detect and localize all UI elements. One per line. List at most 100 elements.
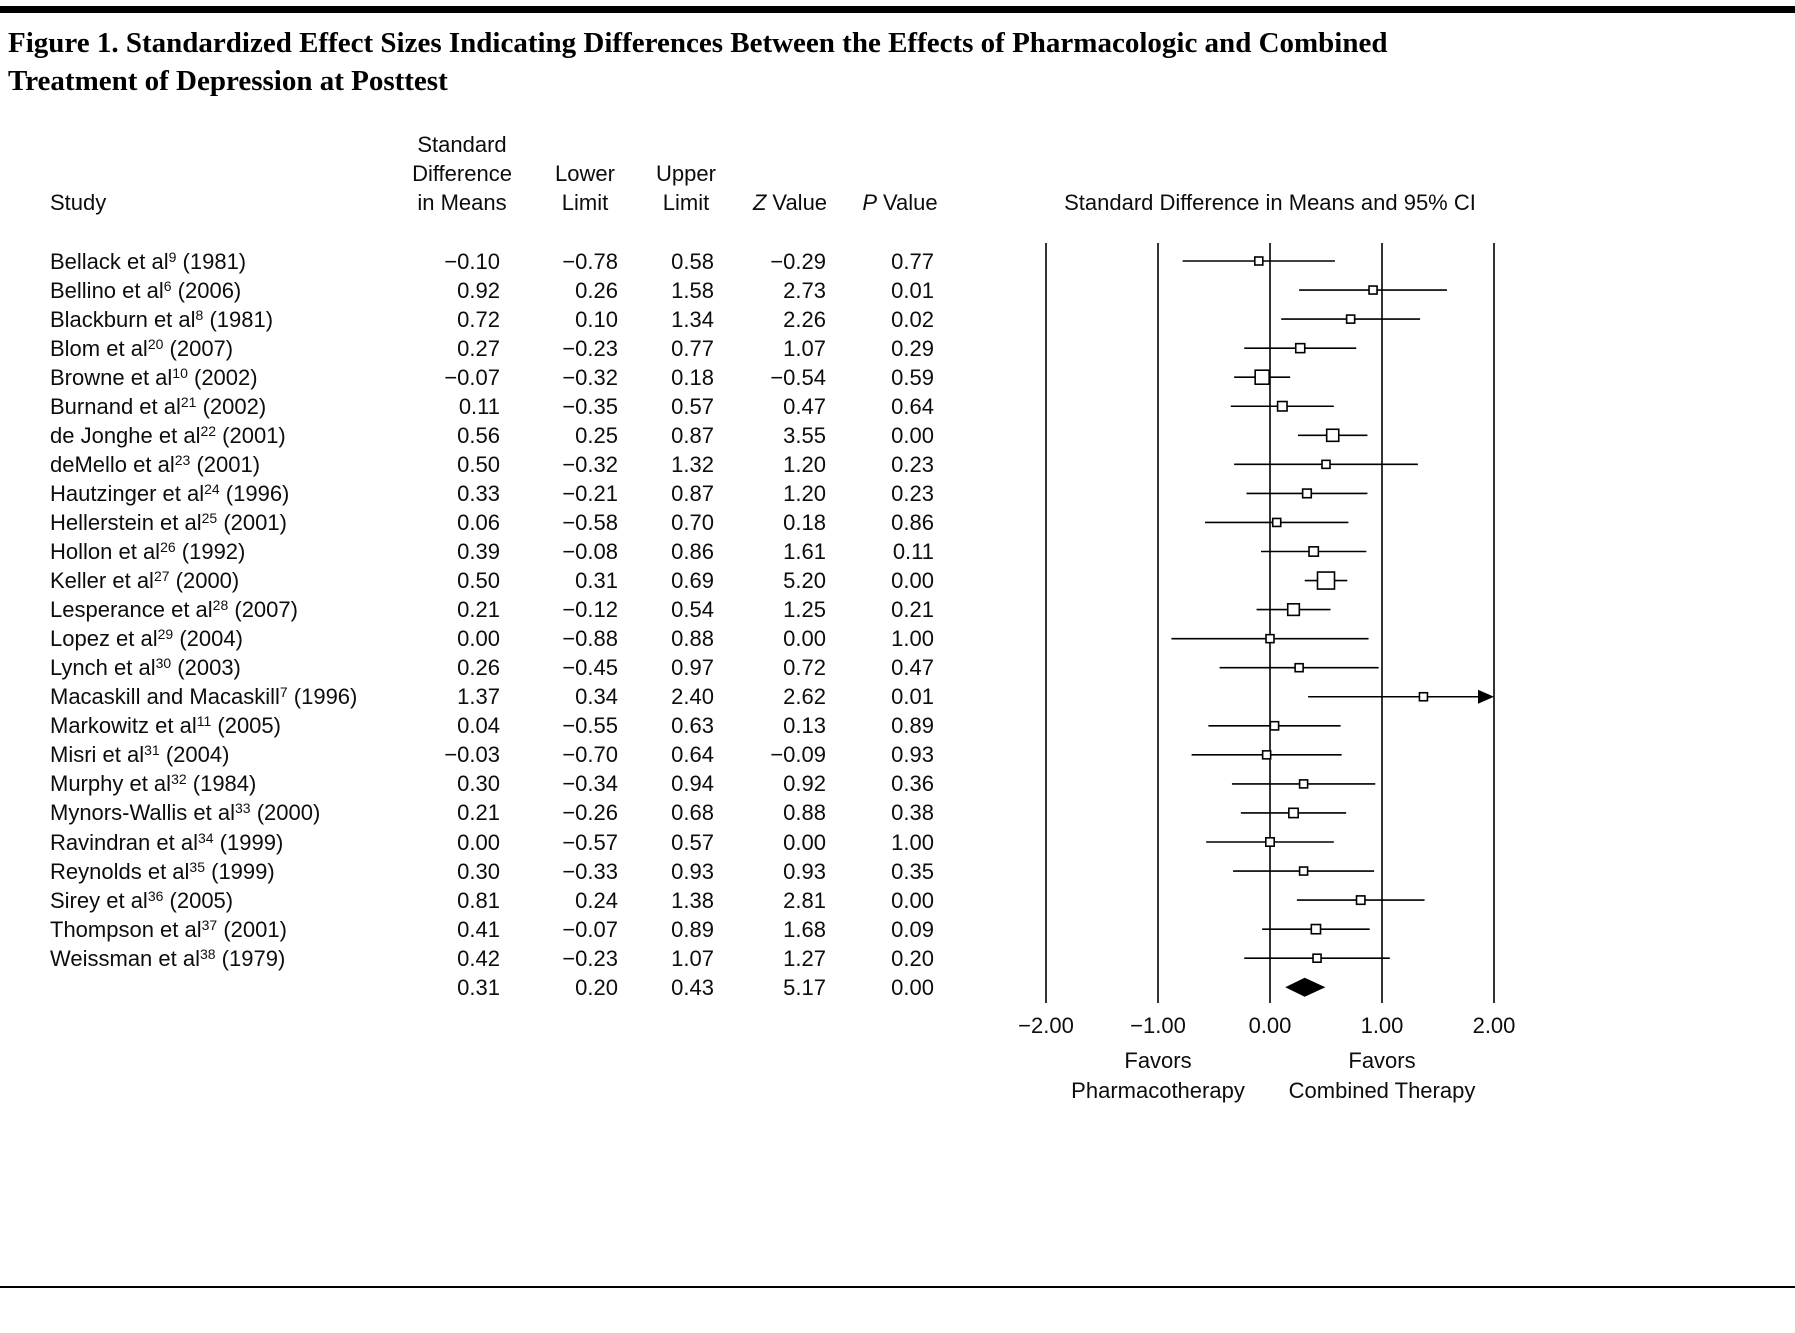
effect-square xyxy=(1321,459,1331,470)
std-diff-value: 0.27 xyxy=(457,335,500,361)
p-value: 0.09 xyxy=(891,916,934,942)
std-diff-value: 0.81 xyxy=(457,887,500,913)
table-row: Blom et al20 (2007) 0.27 −0.23 0.77 1.07 0.29 xyxy=(0,334,1795,363)
x-tick-label: 1.00 xyxy=(1361,1013,1404,1038)
p-value: 0.59 xyxy=(891,364,934,390)
x-tick-label: 2.00 xyxy=(1473,1013,1516,1038)
z-value: 0.92 xyxy=(783,771,826,797)
z-value: 1.27 xyxy=(783,945,826,971)
col-header-upper-limit: Upper Limit xyxy=(656,161,716,215)
z-value: 0.88 xyxy=(783,800,826,826)
col-header-z-value: Z Value xyxy=(730,188,850,217)
p-value: 0.01 xyxy=(891,684,934,710)
lower-limit-value: −0.35 xyxy=(562,393,618,419)
z-value: 0.47 xyxy=(783,393,826,419)
study-label: Bellack et al9 (1981) xyxy=(50,248,247,274)
study-label: Blom et al20 (2007) xyxy=(50,335,234,361)
upper-limit-value: 0.86 xyxy=(671,539,714,564)
table-row: deMello et al23 (2001) 0.50 −0.32 1.32 1.20 0… xyxy=(0,450,1795,479)
summary-z-value: 5.17 xyxy=(783,974,826,1000)
p-value: 0.02 xyxy=(891,306,934,332)
lower-limit-value: −0.34 xyxy=(562,771,618,797)
study-label: deMello et al23 (2001) xyxy=(50,451,261,477)
study-label: Mynors-Wallis et al33 (2000) xyxy=(50,800,321,826)
std-diff-value: 0.26 xyxy=(457,655,500,681)
z-value: 2.26 xyxy=(783,306,826,332)
reference-superscript: 33 xyxy=(235,800,251,817)
z-value: 0.00 xyxy=(783,829,826,855)
p-value: 0.29 xyxy=(891,335,934,361)
effect-square xyxy=(1288,807,1299,819)
p-value: 0.86 xyxy=(891,509,934,535)
reference-superscript: 31 xyxy=(144,742,160,759)
study-label: Weissman et al38 (1979) xyxy=(50,945,286,971)
z-value: −0.29 xyxy=(770,248,826,274)
z-value: 0.00 xyxy=(783,626,826,652)
std-diff-value: 0.30 xyxy=(457,858,500,884)
std-diff-value: 0.21 xyxy=(457,597,500,623)
p-value: 0.20 xyxy=(891,945,934,971)
reference-superscript: 27 xyxy=(153,568,170,585)
std-diff-value: 0.50 xyxy=(457,451,500,477)
lower-limit-value: 0.26 xyxy=(575,277,618,303)
table-row: Bellino et al6 (2006) 0.92 0.26 1.58 2.73 0.0… xyxy=(0,276,1795,305)
upper-limit-value: 0.89 xyxy=(671,916,714,942)
col-header-lower-limit: Lower Limit xyxy=(555,161,615,215)
p-value: 0.21 xyxy=(891,597,934,623)
upper-limit-value: 0.64 xyxy=(671,742,714,768)
upper-limit-value: 1.58 xyxy=(671,277,714,303)
lower-limit-value: −0.78 xyxy=(562,248,618,274)
summary-diamond xyxy=(1285,977,1326,997)
reference-superscript: 6 xyxy=(163,277,172,294)
reference-superscript: 8 xyxy=(195,306,204,323)
z-value: 2.62 xyxy=(783,684,826,710)
lower-limit-value: 0.25 xyxy=(575,422,618,448)
lower-limit-value: −0.45 xyxy=(562,655,618,681)
z-value: 5.20 xyxy=(783,568,826,594)
effect-square xyxy=(1368,285,1378,295)
effect-square xyxy=(1316,571,1336,590)
p-value: 0.36 xyxy=(891,771,934,797)
study-label: Ravindran et al34 (1999) xyxy=(50,829,284,855)
table-row: Browne et al10 (2002) −0.07 −0.32 0.18 −0.54… xyxy=(0,363,1795,392)
reference-superscript: 24 xyxy=(204,480,220,497)
z-value: −0.09 xyxy=(770,742,826,768)
upper-limit-value: 0.57 xyxy=(671,829,714,855)
study-label: de Jonghe et al22 (2001) xyxy=(50,422,286,448)
effect-square xyxy=(1298,779,1309,789)
z-value: 2.73 xyxy=(783,277,826,303)
effect-square xyxy=(1355,895,1366,906)
upper-limit-value: 1.34 xyxy=(671,306,714,332)
study-label: Macaskill and Macaskill7 (1996) xyxy=(50,684,358,710)
effect-square xyxy=(1294,342,1306,354)
upper-limit-value: 0.18 xyxy=(671,364,714,390)
p-value: 0.00 xyxy=(891,568,934,594)
study-label: Hollon et al26 (1992) xyxy=(50,539,246,564)
table-row: Hellerstein et al25 (2001) 0.06 −0.58 0.70 0… xyxy=(0,508,1795,537)
z-value: 2.81 xyxy=(783,887,826,913)
effect-square xyxy=(1325,428,1340,443)
effect-square xyxy=(1301,488,1313,499)
table-row: Thompson et al37 (2001) 0.41 −0.07 0.89 1.68… xyxy=(0,915,1795,944)
std-diff-value: 0.11 xyxy=(458,393,500,419)
study-label: Blackburn et al8 (1981) xyxy=(50,306,274,332)
p-value: 0.11 xyxy=(892,539,934,564)
x-tick-label: −2.00 xyxy=(1018,1013,1074,1038)
lower-limit-value: −0.21 xyxy=(562,480,618,506)
lower-limit-value: −0.88 xyxy=(562,626,618,652)
z-value: 1.20 xyxy=(783,451,826,477)
reference-superscript: 36 xyxy=(147,887,164,904)
bottom-rule xyxy=(0,1286,1795,1288)
summary-p-value: 0.00 xyxy=(891,974,934,1000)
reference-superscript: 9 xyxy=(168,248,177,265)
upper-limit-value: 0.94 xyxy=(671,771,714,797)
table-row: Markowitz et al11 (2005) 0.04 −0.55 0.63 0.1… xyxy=(0,711,1795,740)
effect-square xyxy=(1261,750,1272,760)
reference-superscript: 28 xyxy=(212,597,229,614)
lower-limit-value: −0.58 xyxy=(562,509,618,535)
z-value: −0.54 xyxy=(770,364,826,390)
study-label: Burnand et al21 (2002) xyxy=(50,393,267,419)
std-diff-value: 0.33 xyxy=(457,480,500,506)
reference-superscript: 20 xyxy=(147,335,164,352)
